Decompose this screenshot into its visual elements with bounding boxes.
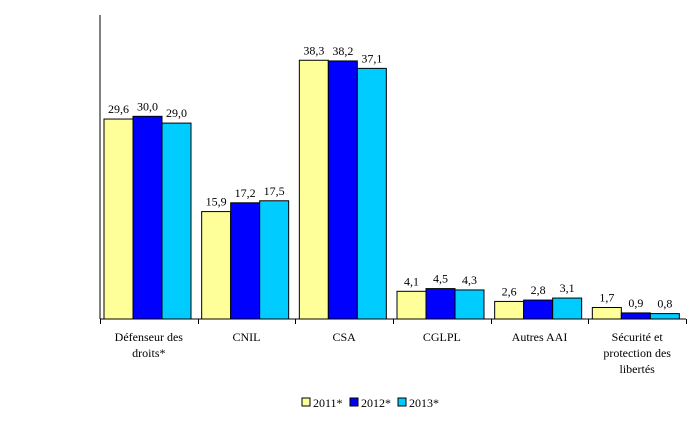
data-label: 37,1 xyxy=(361,51,382,65)
data-label: 3,1 xyxy=(560,281,575,295)
bar xyxy=(620,312,651,320)
data-label: 1,7 xyxy=(599,291,614,305)
bar xyxy=(298,59,329,320)
legend-label: 2012* xyxy=(361,396,391,410)
bar xyxy=(494,300,525,320)
data-label: 15,9 xyxy=(206,195,227,209)
bar xyxy=(552,297,583,320)
bar xyxy=(132,115,163,320)
data-label: 0,8 xyxy=(657,297,672,311)
data-label: 2,8 xyxy=(531,283,546,297)
data-label: 30,0 xyxy=(137,99,158,113)
data-label: 0,9 xyxy=(628,296,643,310)
data-label: 29,6 xyxy=(108,102,129,116)
bar xyxy=(201,211,232,320)
x-tick-label: Défenseur des droits* xyxy=(115,330,184,360)
bar xyxy=(356,67,387,320)
legend-label: 2011* xyxy=(313,396,343,410)
bar xyxy=(396,290,427,320)
data-label: 29,0 xyxy=(166,106,187,120)
x-tick-label: Autres AAI xyxy=(512,330,568,344)
data-label: 4,1 xyxy=(404,274,419,288)
data-label: 17,2 xyxy=(235,186,256,200)
bar xyxy=(523,299,554,320)
x-tick-label: CNIL xyxy=(233,330,261,344)
x-tick-label: Sécurité et protection des libertés xyxy=(603,330,671,376)
data-label: 2,6 xyxy=(502,284,517,298)
legend-swatch xyxy=(301,397,311,407)
bar xyxy=(591,307,622,320)
bar xyxy=(454,289,485,320)
x-tick-label: CSA xyxy=(332,330,356,344)
bar xyxy=(327,60,358,320)
x-tick-label: CGLPL xyxy=(423,330,461,344)
legend-swatch xyxy=(397,397,407,407)
bar xyxy=(161,122,192,320)
bar xyxy=(259,200,290,320)
data-label: 4,5 xyxy=(433,272,448,286)
bar xyxy=(103,118,134,320)
data-label: 17,5 xyxy=(264,184,285,198)
legend-label: 2013* xyxy=(409,396,439,410)
legend-swatch xyxy=(349,397,359,407)
data-label: 4,3 xyxy=(462,273,477,287)
bar xyxy=(649,313,680,320)
data-label: 38,2 xyxy=(332,44,353,58)
data-label: 38,3 xyxy=(303,43,324,57)
bar xyxy=(230,202,261,320)
bar xyxy=(425,288,456,320)
